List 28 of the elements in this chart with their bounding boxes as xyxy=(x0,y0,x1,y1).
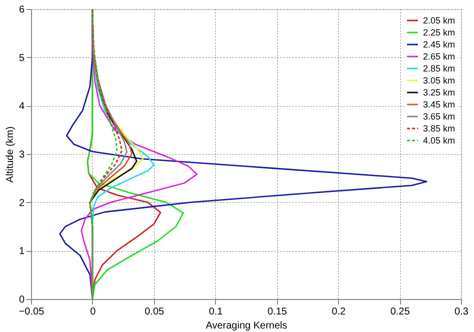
x-tick-label: 0.05 xyxy=(144,306,165,318)
x-tick-label: 0.25 xyxy=(390,306,410,318)
y-axis-title: Altitude (km) xyxy=(4,126,16,183)
y-tick-label: 6 xyxy=(18,4,25,16)
legend-label: 2.85 km xyxy=(423,64,456,74)
legend-label: 2.45 km xyxy=(423,40,456,50)
legend-label: 3.85 km xyxy=(423,124,456,134)
y-tick-label: 1 xyxy=(18,246,25,258)
x-tick-label: 0.15 xyxy=(267,306,288,318)
legend-label: 2.05 km xyxy=(423,16,456,26)
x-tick-label: 0.1 xyxy=(208,306,224,318)
y-tick-label: 3 xyxy=(18,150,25,160)
x-tick-label: 0.3 xyxy=(454,306,469,318)
legend-label: 2.25 km xyxy=(423,28,456,38)
legend-label: 3.65 km xyxy=(423,112,456,122)
x-tick-label: 0.2 xyxy=(332,306,346,318)
legend-label: 3.05 km xyxy=(423,76,456,86)
x-axis-title: Averaging Kernels xyxy=(206,320,288,332)
y-tick-label: 2 xyxy=(18,198,25,209)
legend-label: 4.05 km xyxy=(423,136,456,146)
legend-label: 2.65 km xyxy=(423,52,456,62)
x-tick-label: 0 xyxy=(90,306,96,318)
legend-label: 3.45 km xyxy=(423,100,456,110)
y-tick-label: 5 xyxy=(18,52,25,64)
y-tick-label: 4 xyxy=(18,101,25,112)
x-tick-label: −0.05 xyxy=(18,306,45,318)
y-tick-label: 0 xyxy=(18,294,25,306)
legend-label: 3.25 km xyxy=(423,88,456,98)
